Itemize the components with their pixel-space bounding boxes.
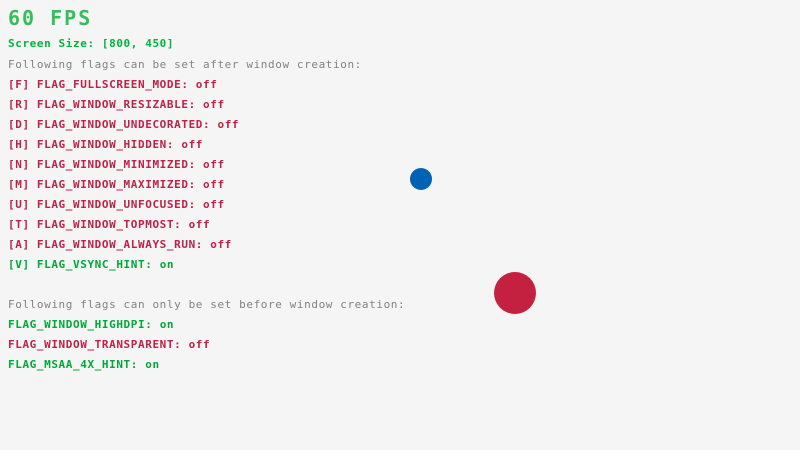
- flag-shortcut-key: [A]: [8, 238, 37, 251]
- flag-row[interactable]: FLAG_WINDOW_TRANSPARENT: off: [8, 339, 210, 350]
- flag-name: FLAG_MSAA_4X_HINT:: [8, 358, 146, 371]
- flag-row[interactable]: [D] FLAG_WINDOW_UNDECORATED: off: [8, 119, 239, 130]
- flag-name: FLAG_WINDOW_MINIMIZED:: [36, 158, 204, 171]
- flag-value: on: [145, 358, 160, 371]
- flag-shortcut-key: [D]: [8, 118, 37, 131]
- fps-counter: 60 FPS: [8, 6, 93, 30]
- flag-shortcut-key: [N]: [8, 158, 37, 171]
- screen-size-readout: Screen Size: [800, 450]: [8, 37, 175, 50]
- flag-name: FLAG_VSYNC_HINT:: [36, 258, 160, 271]
- flag-name: FLAG_WINDOW_RESIZABLE:: [36, 98, 204, 111]
- flag-value: off: [188, 338, 211, 351]
- flag-shortcut-key: [M]: [8, 178, 37, 191]
- flag-shortcut-key: [H]: [8, 138, 37, 151]
- flag-shortcut-key: [R]: [8, 98, 37, 111]
- flag-name: FLAG_WINDOW_TOPMOST:: [36, 218, 189, 231]
- flag-name: FLAG_WINDOW_HIGHDPI:: [8, 318, 160, 331]
- flag-shortcut-key: [F]: [8, 78, 37, 91]
- flag-row[interactable]: [F] FLAG_FULLSCREEN_MODE: off: [8, 79, 217, 90]
- flag-name: FLAG_WINDOW_HIDDEN:: [36, 138, 182, 151]
- flag-value: off: [195, 78, 218, 91]
- flag-name: FLAG_WINDOW_TRANSPARENT:: [8, 338, 189, 351]
- flag-value: off: [210, 238, 232, 251]
- flag-shortcut-key: [U]: [8, 198, 37, 211]
- flag-row[interactable]: [R] FLAG_WINDOW_RESIZABLE: off: [8, 99, 225, 110]
- flag-row[interactable]: [T] FLAG_WINDOW_TOPMOST: off: [8, 219, 210, 230]
- section-heading-after-creation: Following flags can be set after window …: [8, 58, 362, 71]
- section-heading-before-creation: Following flags can only be set before w…: [8, 298, 406, 311]
- flag-row[interactable]: [M] FLAG_WINDOW_MAXIMIZED: off: [8, 179, 225, 190]
- flag-row[interactable]: [U] FLAG_WINDOW_UNFOCUSED: off: [8, 199, 225, 210]
- flag-row[interactable]: [A] FLAG_WINDOW_ALWAYS_RUN: off: [8, 239, 232, 250]
- flag-row[interactable]: [H] FLAG_WINDOW_HIDDEN: off: [8, 139, 203, 150]
- flag-value: off: [181, 138, 204, 151]
- flag-name: FLAG_WINDOW_ALWAYS_RUN:: [36, 238, 211, 251]
- flag-row[interactable]: [V] FLAG_VSYNC_HINT: on: [8, 259, 174, 270]
- flag-value: off: [203, 158, 225, 171]
- bouncing-ball-blue: [410, 168, 432, 190]
- flag-value: on: [159, 318, 175, 331]
- flag-row[interactable]: FLAG_MSAA_4X_HINT: on: [8, 359, 160, 370]
- flag-name: FLAG_WINDOW_UNFOCUSED:: [36, 198, 204, 211]
- flag-name: FLAG_WINDOW_MAXIMIZED:: [36, 178, 204, 191]
- flag-shortcut-key: [V]: [8, 258, 37, 271]
- flag-value: off: [188, 218, 211, 231]
- flag-value: off: [203, 178, 225, 191]
- flag-row[interactable]: [N] FLAG_WINDOW_MINIMIZED: off: [8, 159, 225, 170]
- flag-row[interactable]: FLAG_WINDOW_HIGHDPI: on: [8, 319, 174, 330]
- bouncing-ball-red: [494, 272, 536, 314]
- flag-value: on: [159, 258, 175, 271]
- flag-value: off: [203, 198, 225, 211]
- flag-shortcut-key: [T]: [8, 218, 37, 231]
- flag-name: FLAG_FULLSCREEN_MODE:: [36, 78, 196, 91]
- flag-value: off: [217, 118, 240, 131]
- flag-value: off: [203, 98, 225, 111]
- flag-name: FLAG_WINDOW_UNDECORATED:: [36, 118, 218, 131]
